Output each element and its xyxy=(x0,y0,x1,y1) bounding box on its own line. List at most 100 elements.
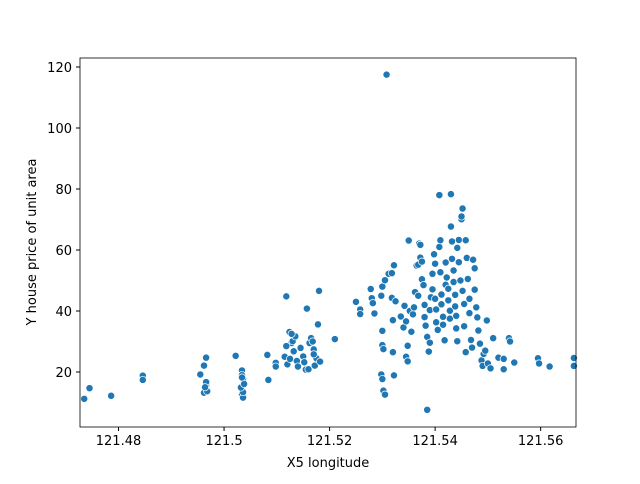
point xyxy=(200,361,208,370)
point xyxy=(445,306,454,315)
point xyxy=(436,268,445,277)
x-tick-label: 121.48 xyxy=(96,434,142,449)
x-tick-label: 121.5 xyxy=(205,434,242,449)
point xyxy=(330,335,339,344)
point xyxy=(428,285,437,294)
point xyxy=(388,316,397,325)
point xyxy=(304,365,313,374)
point xyxy=(402,317,411,326)
point xyxy=(378,375,387,383)
point xyxy=(476,339,484,348)
point xyxy=(425,338,434,347)
point xyxy=(482,316,491,325)
point xyxy=(489,334,498,343)
point xyxy=(302,304,311,313)
point xyxy=(432,305,441,314)
point xyxy=(451,302,460,311)
point xyxy=(453,243,462,252)
point xyxy=(535,359,544,368)
point xyxy=(382,70,391,79)
point xyxy=(440,336,449,345)
point xyxy=(381,390,389,399)
point xyxy=(463,275,472,283)
point xyxy=(289,347,298,356)
point xyxy=(439,320,447,329)
point xyxy=(461,236,470,245)
point xyxy=(286,354,294,363)
point xyxy=(308,337,317,346)
point xyxy=(390,371,398,380)
point xyxy=(419,281,428,290)
point xyxy=(448,237,456,246)
point xyxy=(421,321,430,330)
x-tick-label: 121.52 xyxy=(307,434,353,449)
x-tick-label: 121.54 xyxy=(412,434,458,449)
point xyxy=(465,294,474,303)
point xyxy=(469,255,478,264)
point xyxy=(470,264,479,273)
point xyxy=(282,292,291,301)
point xyxy=(452,311,461,320)
point xyxy=(420,300,429,309)
point xyxy=(80,394,89,403)
point xyxy=(378,326,387,335)
point xyxy=(391,297,400,306)
point xyxy=(379,345,388,354)
point xyxy=(296,343,305,352)
y-tick-label: 20 xyxy=(55,366,72,381)
point xyxy=(465,309,474,318)
point xyxy=(439,312,447,321)
point xyxy=(545,362,554,371)
point xyxy=(366,285,375,293)
point xyxy=(231,351,240,360)
point xyxy=(315,286,323,295)
point xyxy=(458,204,467,213)
point xyxy=(420,313,429,322)
point xyxy=(310,361,319,370)
point xyxy=(287,329,296,338)
point xyxy=(85,384,94,393)
point xyxy=(474,326,483,335)
point xyxy=(457,212,466,221)
y-tick-label: 100 xyxy=(47,122,72,137)
point xyxy=(263,350,272,359)
point xyxy=(486,364,495,373)
point xyxy=(368,299,377,308)
point xyxy=(470,285,479,294)
point xyxy=(437,290,446,299)
point xyxy=(435,191,444,200)
point xyxy=(437,300,446,309)
point xyxy=(441,258,450,267)
point xyxy=(282,342,291,351)
point xyxy=(370,309,379,318)
point xyxy=(451,290,460,299)
point xyxy=(107,391,116,400)
point xyxy=(473,313,482,322)
point xyxy=(196,370,205,379)
point xyxy=(428,269,437,278)
point xyxy=(432,318,441,327)
point xyxy=(238,373,246,382)
point xyxy=(264,375,273,384)
point xyxy=(499,354,508,363)
point xyxy=(460,300,469,308)
point xyxy=(417,257,426,266)
point xyxy=(356,310,365,319)
point xyxy=(569,354,578,362)
point xyxy=(396,312,405,321)
point xyxy=(461,348,470,357)
point xyxy=(423,405,432,414)
point xyxy=(435,243,444,251)
point xyxy=(390,261,398,270)
point xyxy=(467,336,475,344)
point xyxy=(300,358,309,367)
point xyxy=(381,276,389,285)
point xyxy=(409,310,417,319)
point xyxy=(444,284,453,293)
point xyxy=(309,350,318,359)
point xyxy=(403,357,412,366)
point xyxy=(499,365,508,374)
point xyxy=(400,301,409,310)
